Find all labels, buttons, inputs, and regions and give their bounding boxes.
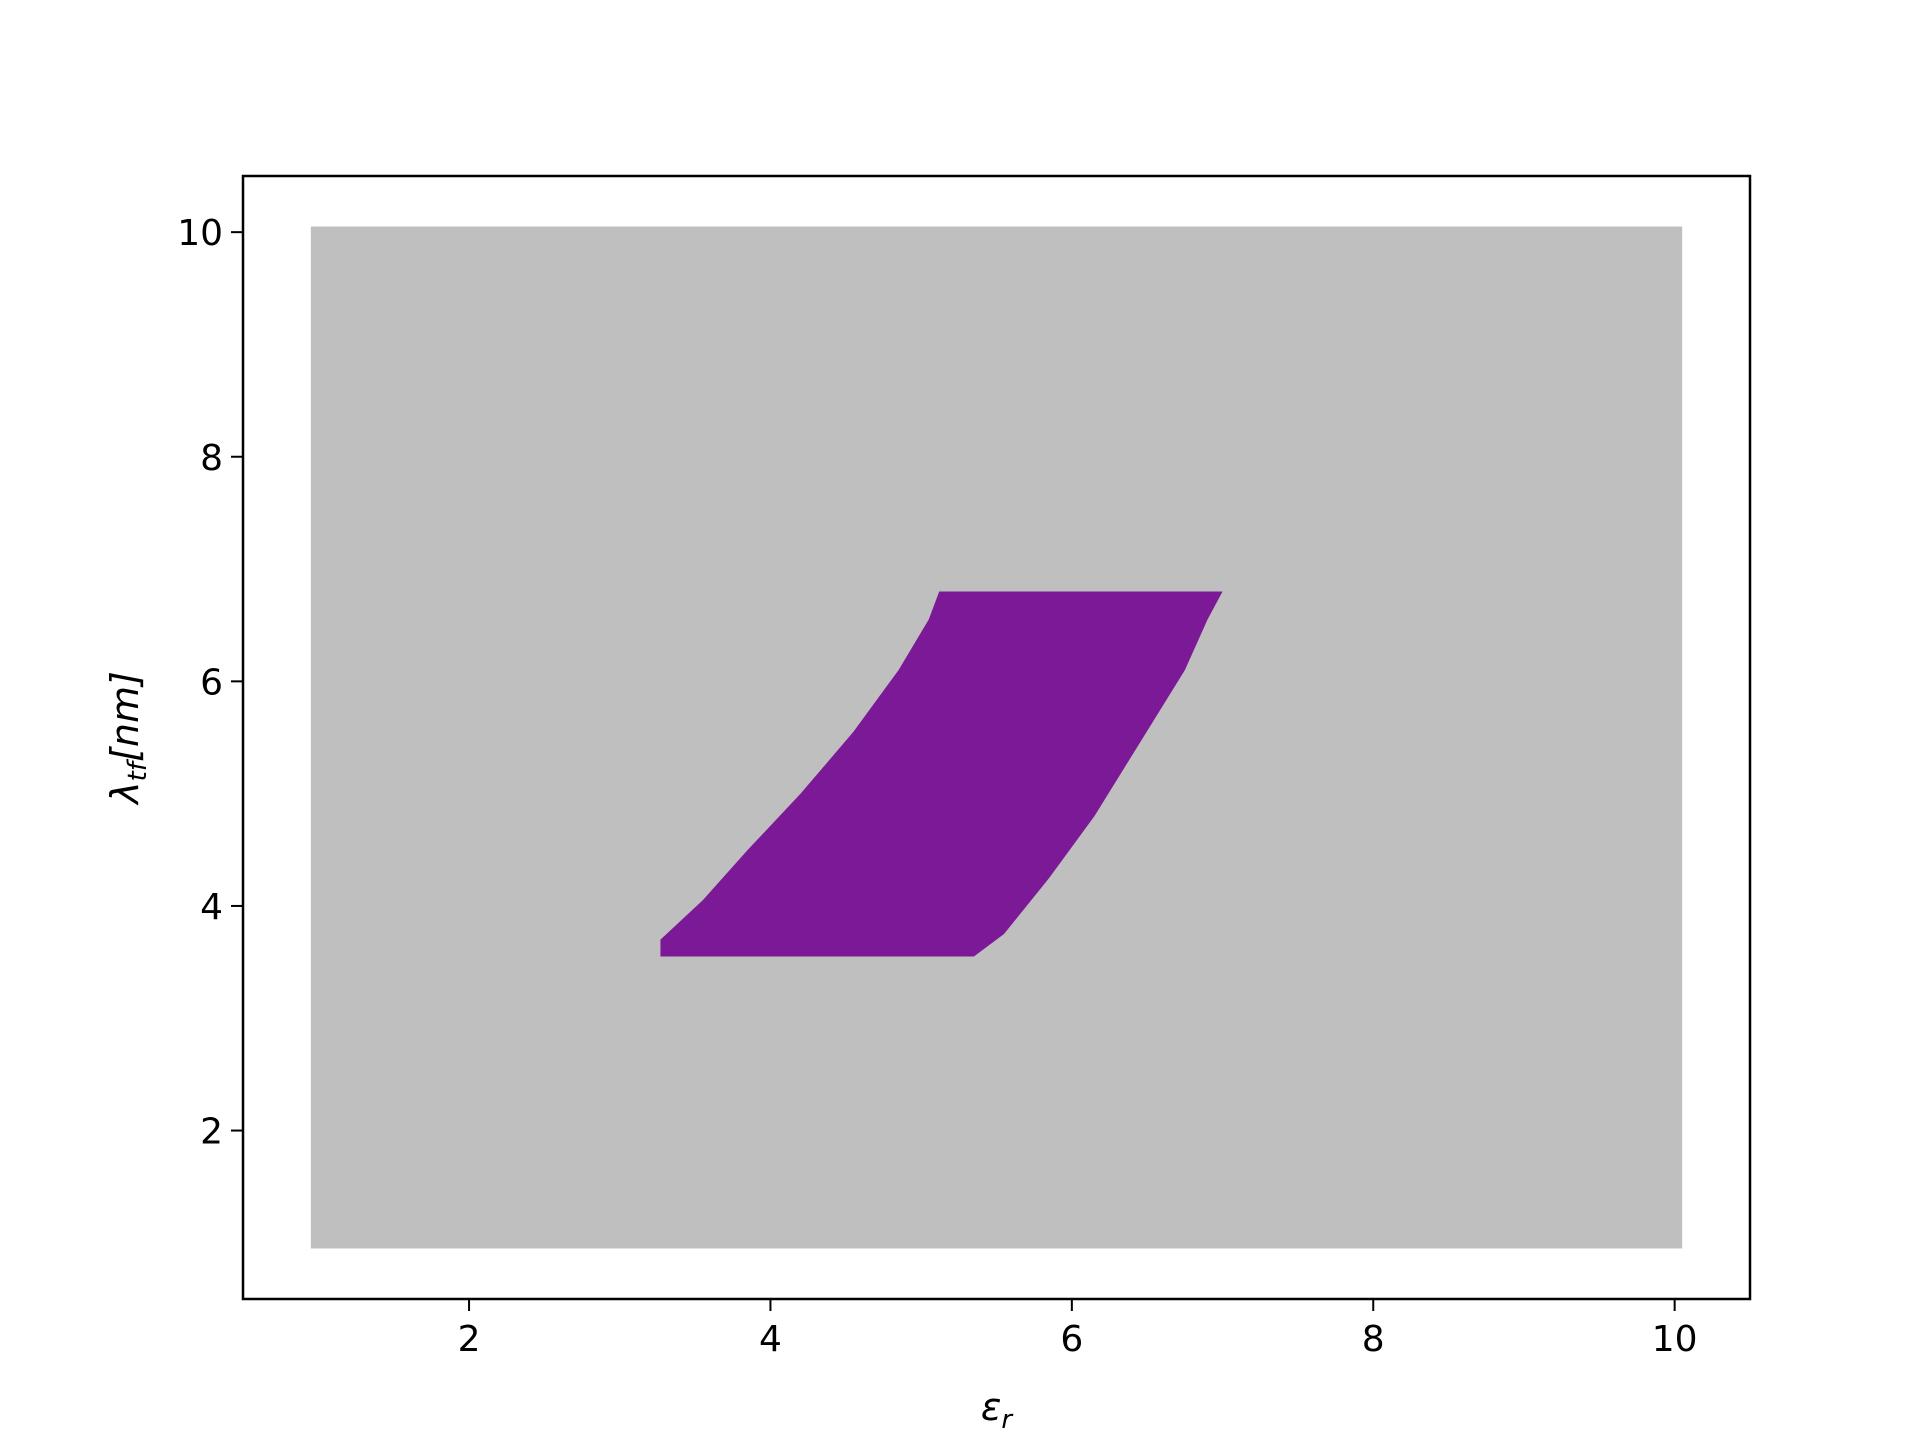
plot-area <box>241 174 1752 1301</box>
x-axis-label-sub: r <box>1001 1405 1014 1435</box>
y-axis-label-sub: tf <box>123 758 153 781</box>
y-tick-label: 2 <box>200 1112 223 1153</box>
x-axis: 2 4 6 8 10 <box>458 1299 1698 1360</box>
y-axis-label: λtf[nm] <box>103 671 153 806</box>
x-tick-label: 4 <box>759 1319 782 1360</box>
x-axis-label-main: ε <box>981 1385 1002 1429</box>
y-tick-label: 6 <box>200 662 223 703</box>
x-tick-label: 10 <box>1652 1319 1698 1360</box>
plot-frame <box>241 174 1752 1301</box>
y-tick-label: 4 <box>200 887 223 928</box>
x-tick-label: 8 <box>1362 1319 1385 1360</box>
y-axis-label-main: λ <box>103 781 147 806</box>
y-axis-label-suffix: [nm] <box>103 671 147 762</box>
x-axis-label: εr <box>981 1385 1015 1435</box>
x-tick-label: 6 <box>1060 1319 1083 1360</box>
y-tick-label: 10 <box>177 213 223 254</box>
x-tick-label: 2 <box>458 1319 481 1360</box>
highlight-region <box>660 591 1223 957</box>
y-tick-label: 8 <box>200 438 223 479</box>
y-axis: 2 4 6 8 10 <box>177 213 243 1153</box>
